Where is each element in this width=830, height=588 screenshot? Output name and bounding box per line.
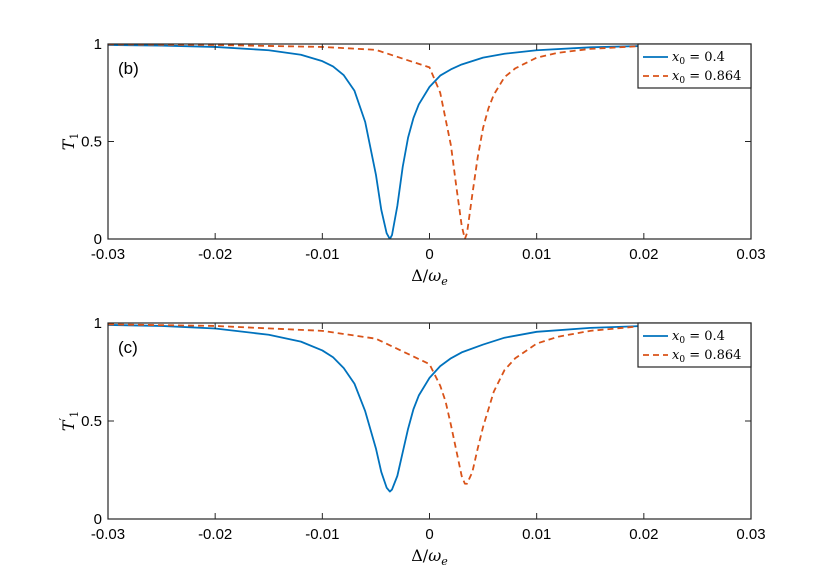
panel-label: (c) [118, 338, 138, 357]
x-tick-label: 0 [425, 526, 433, 543]
y-tick-label: 1 [94, 315, 102, 332]
y-axis-label: T1 [59, 133, 81, 151]
y-tick-label: 0 [94, 231, 102, 248]
y-axis-label: T′1 [57, 411, 81, 431]
x-tick-label: -0.01 [305, 246, 339, 263]
x-tick-label: -0.02 [198, 526, 232, 543]
y-tick-label: 0.5 [81, 134, 102, 151]
y-tick-label: 0.5 [81, 413, 102, 430]
legend-label-x0-0-864: x0 = 0.864 [672, 69, 741, 86]
x-tick-label: -0.03 [91, 246, 125, 263]
legend-box [637, 43, 752, 89]
chart-panel-c: -0.03 -0.02 -0.01 0 0.01 0.02 0.03 0 0.5 1 Δ/ωe T′1… [57, 315, 766, 568]
series-line-x0-0-864 [108, 323, 751, 485]
x-axis-label: Δ/ωe [411, 546, 448, 568]
legend: x0 = 0.4 x0 = 0.864 [637, 322, 752, 368]
x-tick-label: 0.02 [629, 246, 658, 263]
y-tick-label: 1 [94, 36, 102, 53]
x-tick-label: -0.01 [305, 526, 339, 543]
series-line-x0-0-4 [108, 323, 751, 493]
x-tick-label: -0.03 [91, 526, 125, 543]
legend-label-x0-0-864: x0 = 0.864 [672, 348, 741, 365]
legend-box [637, 322, 752, 368]
x-tick-label: 0.02 [629, 526, 658, 543]
x-tick-label: 0 [425, 246, 433, 263]
legend: x0 = 0.4 x0 = 0.864 [637, 43, 752, 89]
x-tick-label: 0.03 [736, 526, 765, 543]
x-tick-label: -0.02 [198, 246, 232, 263]
legend-label-x0-0-4: x0 = 0.4 [672, 329, 725, 346]
x-tick-label: 0.03 [736, 246, 765, 263]
panel-label: (b) [118, 59, 139, 78]
chart-panel-b: -0.03 -0.02 -0.01 0 0.01 0.02 0.03 0 0.5 1 Δ/ωe T1 (… [59, 36, 766, 288]
y-tick-label: 0 [94, 511, 102, 528]
series-line-x0-0-4 [108, 44, 751, 239]
series-line-x0-0-864 [108, 44, 751, 239]
x-tick-label: 0.01 [522, 246, 551, 263]
legend-label-x0-0-4: x0 = 0.4 [672, 50, 725, 67]
x-axis-label: Δ/ωe [411, 266, 448, 288]
x-tick-label: 0.01 [522, 526, 551, 543]
